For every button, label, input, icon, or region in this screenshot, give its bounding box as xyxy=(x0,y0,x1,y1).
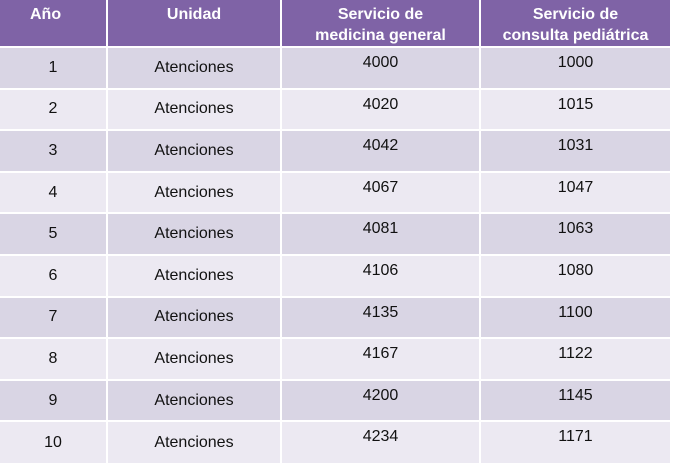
cell-year: 4 xyxy=(0,170,108,214)
cell-unit: Atenciones xyxy=(107,87,282,131)
cell-year: 2 xyxy=(0,87,108,131)
cell-pediatric: 1063 xyxy=(480,212,670,255)
cell-year: 3 xyxy=(0,129,108,172)
cell-general: 4234 xyxy=(281,420,481,463)
header-row: Año Unidad Servicio de medicina general … xyxy=(0,0,670,47)
cell-pediatric: 1031 xyxy=(480,129,670,172)
table-row: 1 Atenciones 4000 1000 xyxy=(0,46,670,89)
cell-general: 4042 xyxy=(281,129,481,172)
cell-pediatric: 1122 xyxy=(480,337,670,380)
cell-year: 5 xyxy=(0,212,108,255)
cell-year: 7 xyxy=(0,295,108,339)
cell-general: 4020 xyxy=(281,87,481,131)
data-table: Año Unidad Servicio de medicina general … xyxy=(0,0,670,463)
cell-unit: Atenciones xyxy=(107,420,282,463)
table-row: 5 Atenciones 4081 1063 xyxy=(0,212,670,255)
cell-year: 10 xyxy=(0,420,108,463)
cell-general: 4067 xyxy=(281,170,481,214)
cell-unit: Atenciones xyxy=(107,170,282,214)
header-unit-label: Unidad xyxy=(166,6,222,23)
cell-general: 4000 xyxy=(281,46,481,89)
table-row: 8 Atenciones 4167 1122 xyxy=(0,337,670,380)
cell-unit: Atenciones xyxy=(107,337,282,380)
header-general-medicine: Servicio de medicina general xyxy=(281,0,481,47)
cell-general: 4081 xyxy=(281,212,481,255)
cell-unit: Atenciones xyxy=(107,129,282,172)
cell-pediatric: 1100 xyxy=(480,295,670,339)
header-general-line2: medicina general xyxy=(315,27,446,44)
table-row: 3 Atenciones 4042 1031 xyxy=(0,129,670,172)
cell-pediatric: 1171 xyxy=(480,420,670,463)
cell-general: 4200 xyxy=(281,378,481,422)
cell-unit: Atenciones xyxy=(107,46,282,89)
table-row: 9 Atenciones 4200 1145 xyxy=(0,378,670,422)
header-pediatric-line2: consulta pediátrica xyxy=(502,27,649,44)
table-row: 10 Atenciones 4234 1171 xyxy=(0,420,670,463)
cell-pediatric: 1145 xyxy=(480,378,670,422)
cell-year: 1 xyxy=(0,46,108,89)
cell-general: 4167 xyxy=(281,337,481,380)
cell-pediatric: 1000 xyxy=(480,46,670,89)
cell-unit: Atenciones xyxy=(107,378,282,422)
cell-pediatric: 1047 xyxy=(480,170,670,214)
header-year-label: Año xyxy=(30,6,62,23)
cell-pediatric: 1080 xyxy=(480,253,670,297)
cell-general: 4135 xyxy=(281,295,481,339)
header-year: Año xyxy=(0,0,108,47)
table-row: 2 Atenciones 4020 1015 xyxy=(0,87,670,131)
header-general-line1: Servicio de xyxy=(337,6,424,23)
cell-general: 4106 xyxy=(281,253,481,297)
header-pediatric-line1: Servicio de xyxy=(532,6,619,23)
cell-unit: Atenciones xyxy=(107,212,282,255)
header-unit: Unidad xyxy=(107,0,282,47)
cell-year: 6 xyxy=(0,253,108,297)
cell-year: 8 xyxy=(0,337,108,380)
cell-pediatric: 1015 xyxy=(480,87,670,131)
cell-unit: Atenciones xyxy=(107,295,282,339)
header-pediatric-consult: Servicio de consulta pediátrica xyxy=(480,0,670,47)
table-row: 7 Atenciones 4135 1100 xyxy=(0,295,670,339)
table-row: 4 Atenciones 4067 1047 xyxy=(0,170,670,214)
cell-year: 9 xyxy=(0,378,108,422)
cell-unit: Atenciones xyxy=(107,253,282,297)
table-row: 6 Atenciones 4106 1080 xyxy=(0,253,670,297)
